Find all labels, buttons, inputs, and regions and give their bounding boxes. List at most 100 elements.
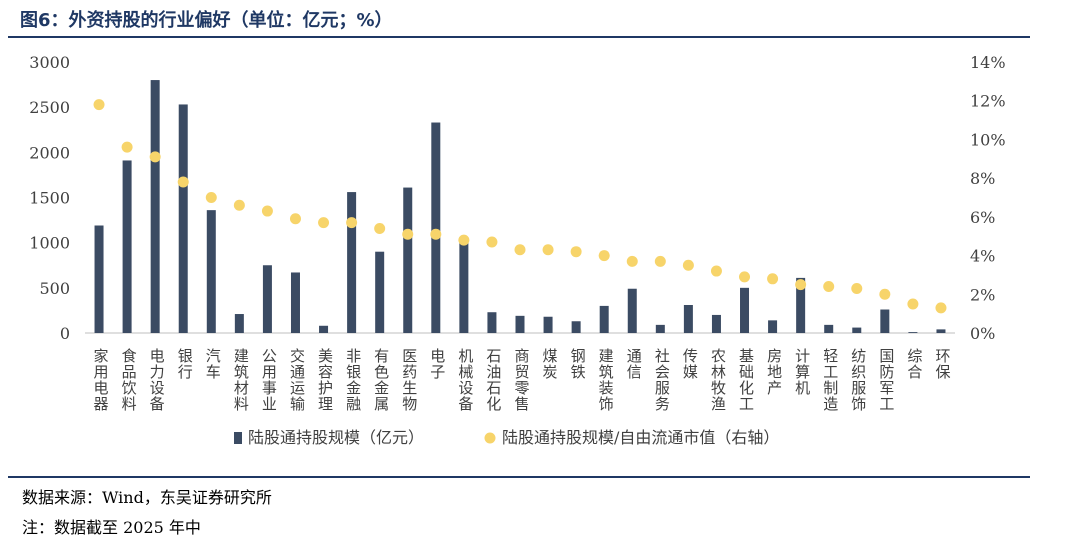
bar	[796, 277, 806, 333]
dot	[458, 234, 470, 246]
bar	[375, 251, 385, 333]
right-axis-tick-label: 12%	[970, 92, 1006, 111]
svg-text:综合: 综合	[907, 347, 922, 381]
bar	[319, 325, 329, 333]
bar	[627, 288, 637, 333]
source-divider	[8, 476, 1030, 478]
svg-text:商贸零售: 商贸零售	[514, 347, 529, 413]
x-tick-label: 美容护理	[318, 347, 333, 413]
bar	[599, 305, 609, 333]
dot	[346, 217, 358, 229]
dot	[93, 99, 105, 111]
dot	[767, 273, 779, 285]
dot	[626, 255, 638, 267]
dot	[935, 302, 947, 314]
dot	[682, 259, 694, 271]
x-tick-label: 环保	[935, 347, 950, 381]
x-tick-label: 建筑装饰	[599, 347, 614, 413]
x-tick-label: 电力设备	[150, 347, 165, 413]
x-tick-label: 通信	[627, 347, 642, 381]
bar	[431, 122, 441, 333]
title-divider	[8, 36, 1030, 38]
bar	[824, 324, 834, 333]
svg-text:食品饮料: 食品饮料	[122, 347, 137, 413]
bar	[740, 287, 750, 333]
figure-title: 图6：外资持股的行业偏好（单位：亿元；%）	[20, 10, 393, 31]
right-axis-tick-label: 10%	[970, 130, 1006, 149]
svg-text:钢铁: 钢铁	[571, 347, 586, 381]
note-text: 注：数据截至 2025 年中	[22, 518, 201, 537]
bar	[459, 237, 469, 333]
svg-text:电子: 电子	[430, 347, 445, 381]
svg-text:机械设备: 机械设备	[458, 347, 473, 413]
svg-text:煤炭: 煤炭	[543, 347, 558, 381]
bar	[122, 160, 132, 333]
bar-series	[94, 80, 946, 333]
right-axis: 0% 2% 4% 6% 8% 10% 12% 14%	[970, 53, 1006, 343]
x-tick-label: 传媒	[683, 347, 698, 381]
bar	[515, 315, 525, 333]
bar	[936, 329, 946, 333]
svg-text:医药生物: 医药生物	[402, 347, 417, 413]
right-axis-tick-label: 4%	[970, 247, 995, 266]
x-tick-label: 交通运输	[290, 347, 305, 413]
svg-text:银行: 银行	[178, 347, 193, 381]
x-tick-label: 有色金属	[374, 347, 389, 413]
left-axis-tick-label: 2500	[29, 98, 70, 117]
left-axis: 0 500 1000 1500 2000 2500 3000	[29, 53, 70, 343]
legend: 陆股通持股规模（亿元） 陆股通持股规模/自由流通市值（右轴）	[234, 428, 779, 447]
bar	[543, 316, 553, 333]
bar	[150, 80, 160, 333]
svg-text:计算机: 计算机	[795, 347, 810, 397]
svg-text:环保: 环保	[935, 347, 950, 381]
bar	[852, 327, 862, 333]
x-tick-label: 医药生物	[402, 347, 417, 413]
x-tick-label: 基础化工	[739, 347, 754, 413]
x-tick-label: 石油石化	[486, 347, 501, 413]
svg-text:建筑材料: 建筑材料	[234, 347, 249, 413]
dot	[739, 271, 751, 283]
x-tick-label: 社会服务	[655, 347, 670, 413]
x-tick-label: 非银金融	[346, 347, 361, 413]
right-axis-tick-label: 2%	[970, 285, 995, 304]
svg-text:美容护理: 美容护理	[318, 347, 333, 413]
dot	[261, 205, 273, 217]
x-tick-label: 商贸零售	[514, 347, 529, 413]
bar	[908, 332, 918, 333]
bar	[655, 324, 665, 333]
x-tick-label: 纺织服饰	[851, 347, 866, 413]
svg-text:建筑装饰: 建筑装饰	[599, 347, 614, 413]
dot	[823, 281, 835, 293]
x-tick-label: 银行	[178, 347, 193, 381]
chart-area: 0 500 1000 1500 2000 2500 3000 0% 2% 4% 6% 8% 10% 12…	[29, 53, 1006, 447]
left-axis-tick-label: 0	[60, 324, 70, 343]
svg-text:传媒: 传媒	[683, 347, 698, 381]
x-tick-label: 汽车	[206, 347, 221, 381]
svg-text:轻工制造: 轻工制造	[823, 347, 838, 413]
legend-bar-label: 陆股通持股规模（亿元）	[248, 428, 424, 447]
bar	[487, 312, 497, 333]
bar	[768, 320, 778, 333]
left-axis-tick-label: 3000	[29, 53, 70, 72]
x-tick-label: 国防军工	[879, 347, 894, 413]
bar	[880, 309, 890, 333]
dot	[514, 244, 526, 256]
dot	[374, 222, 386, 234]
dot	[851, 282, 863, 294]
x-tick-label: 房地产	[767, 347, 782, 397]
bar	[262, 265, 272, 333]
dot	[149, 151, 161, 163]
svg-text:家用电器: 家用电器	[94, 347, 109, 413]
x-tick-label: 综合	[907, 347, 922, 381]
dot	[542, 244, 554, 256]
dot	[402, 228, 414, 240]
legend-dot-label: 陆股通持股规模/自由流通市值（右轴）	[502, 428, 779, 447]
svg-text:非银金融: 非银金融	[346, 347, 361, 413]
svg-text:石油石化: 石油石化	[486, 347, 501, 413]
dot	[654, 255, 666, 267]
dot	[205, 192, 217, 203]
dot	[430, 228, 442, 240]
dot	[710, 265, 722, 277]
x-tick-label: 煤炭	[543, 347, 558, 381]
bar	[683, 304, 693, 333]
